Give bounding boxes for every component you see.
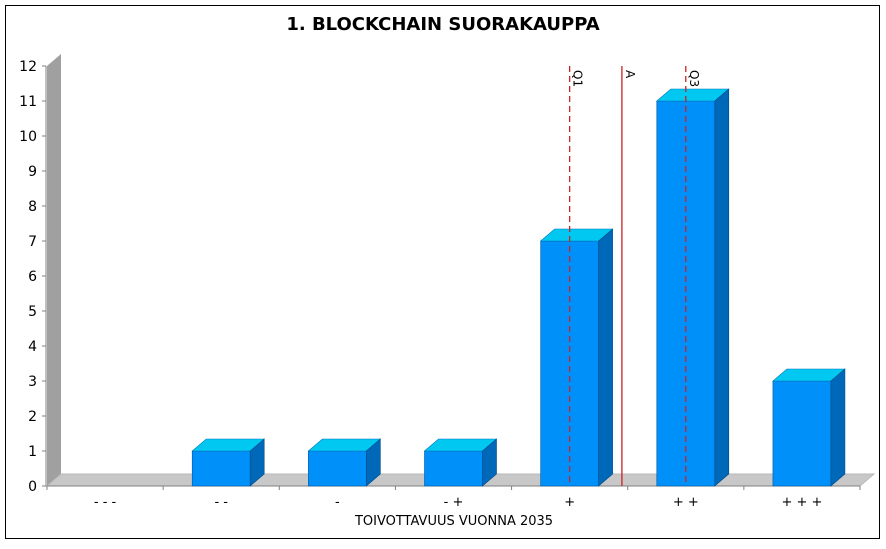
bar-side xyxy=(830,368,846,487)
bar-front xyxy=(308,450,367,487)
y-tick-label: 9 xyxy=(28,164,37,180)
bar xyxy=(772,368,846,487)
marker-label: Q1 xyxy=(571,70,585,87)
x-tick-label: - + xyxy=(444,495,464,510)
bar-front xyxy=(424,450,483,487)
y-tick-label: 7 xyxy=(28,234,37,250)
x-tick-label: + xyxy=(564,495,575,510)
y-tick-label: 0 xyxy=(28,479,37,495)
y-tick-label: 5 xyxy=(28,304,37,320)
bar xyxy=(307,438,382,487)
bar-side xyxy=(598,228,613,487)
y-tick-label: 11 xyxy=(19,94,37,110)
y-tick-label: 12 xyxy=(19,59,37,75)
y-axis-wall xyxy=(47,54,61,486)
y-tick-label: 4 xyxy=(28,339,37,355)
y-tick-label: 3 xyxy=(28,374,37,390)
marker-label: Q3 xyxy=(687,70,701,87)
chart-title: 1. BLOCKCHAIN SUORAKAUPPA xyxy=(286,14,599,35)
y-tick-label: 2 xyxy=(28,409,37,425)
bar xyxy=(539,228,614,487)
bar-side xyxy=(366,438,381,487)
bar-front xyxy=(191,450,251,487)
y-tick-label: 6 xyxy=(28,269,37,285)
bar-side xyxy=(714,88,730,487)
bar-side xyxy=(482,438,497,487)
x-tick-label: + + + xyxy=(781,495,822,510)
bars xyxy=(191,88,846,487)
x-tick-label: + + xyxy=(673,495,699,510)
x-tick-label: - - xyxy=(214,495,228,510)
x-axis: - - - - - - - + + + + + + + xyxy=(46,486,861,510)
x-tick-label: - - - xyxy=(94,495,117,510)
bar xyxy=(423,438,498,487)
y-tick-label: 8 xyxy=(28,199,37,215)
bar xyxy=(655,88,730,487)
marker-label: A xyxy=(623,70,637,79)
bar xyxy=(191,438,266,487)
bar-side xyxy=(249,438,265,487)
markers: Q1 A Q3 xyxy=(568,66,701,486)
bar-front xyxy=(772,380,832,487)
y-tick-label: 1 xyxy=(28,444,37,460)
x-tick-label: - xyxy=(335,495,340,510)
y-tick-label: 10 xyxy=(19,129,37,145)
y-wall xyxy=(47,54,61,486)
x-axis-label: TOIVOTTAVUUS VUONNA 2035 xyxy=(354,514,553,529)
